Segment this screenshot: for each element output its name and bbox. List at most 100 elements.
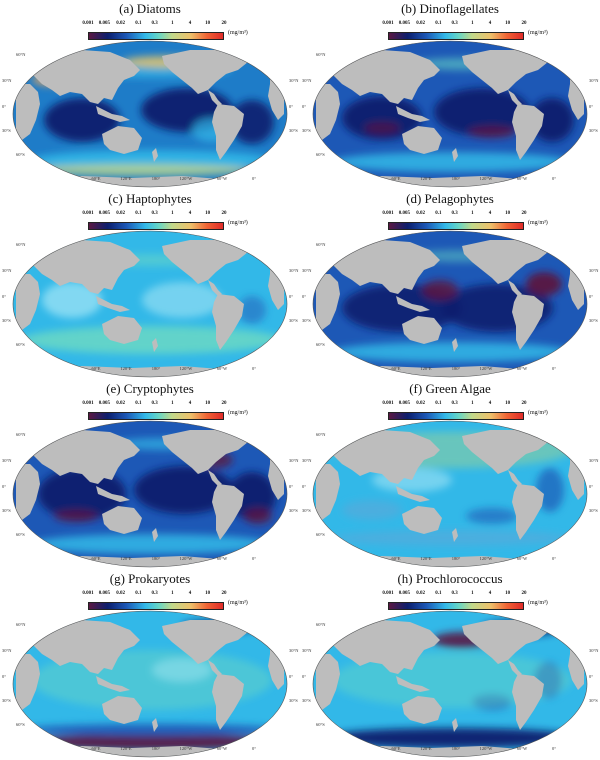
colorbar [88, 222, 224, 230]
latitude-label: 0° [289, 484, 294, 489]
concentration-region [244, 508, 272, 524]
latitude-label: 0° [289, 294, 294, 299]
latitude-label: 0° [302, 674, 307, 679]
landmass [152, 338, 158, 352]
concentration-region [530, 98, 574, 142]
longitude-label: 60°W [216, 366, 228, 371]
latitude-label: 30°N [589, 78, 599, 83]
colorbar-tick-label: 0.005 [98, 211, 110, 216]
colorbar-tick-label: 20 [221, 211, 227, 216]
landmass [452, 338, 458, 352]
world-map [312, 40, 588, 188]
panel-title: (g) Prokaryotes [109, 571, 191, 586]
colorbar-tick-label: 1 [471, 591, 474, 596]
panel-title: (c) Haptophytes [108, 191, 192, 206]
longitude-label: 0° [551, 746, 557, 751]
landmass [336, 366, 564, 377]
concentration-region [22, 734, 282, 750]
colorbar-tick-label: 4 [488, 591, 492, 596]
concentration-region [22, 326, 282, 354]
landmass [162, 430, 248, 474]
landmass [330, 50, 440, 104]
concentration-region [364, 122, 400, 134]
landmass [336, 176, 564, 187]
concentration-region [152, 658, 212, 682]
colorbar-tick-label: 0.1 [435, 591, 442, 596]
landmass [336, 746, 564, 757]
landmass [512, 104, 544, 160]
longitude-label: 120°E [120, 366, 132, 371]
latitude-label: 60°N [316, 432, 326, 437]
colorbar-tick-label: 4 [188, 401, 192, 406]
longitude-label: 60°E [91, 176, 101, 181]
latitude-label: 30°S [2, 128, 11, 133]
map-panel: (f) Green Algae 0.001 0.005 0.02 0.1 0.3 1 4 10 2… [300, 380, 600, 570]
colorbar-tick-label: 0.001 [382, 211, 394, 216]
latitude-label: 60°N [316, 52, 326, 57]
colorbar-tick-label: 0.3 [151, 591, 158, 596]
concentration-region [134, 466, 234, 514]
latitude-label: 30°N [289, 268, 299, 273]
latitude-label: 30°S [289, 698, 298, 703]
latitude-label: 30°S [289, 318, 298, 323]
landmass [96, 676, 130, 692]
landmass [452, 528, 458, 542]
colorbar-tick-label: 4 [188, 211, 192, 216]
latitude-label: 30°N [302, 458, 312, 463]
colorbar-tick-label: 20 [221, 591, 227, 596]
landmass [508, 660, 522, 676]
latitude-label: 30°N [589, 648, 599, 653]
colorbar-tick-label: 0.001 [82, 21, 94, 26]
landmass [462, 50, 548, 94]
landmass [462, 430, 548, 474]
landmass [36, 366, 264, 377]
colorbar-tick-label: 0.1 [435, 211, 442, 216]
colorbar-tick-label: 0.3 [451, 591, 458, 596]
world-map [12, 230, 288, 378]
latitude-label: 0° [2, 484, 7, 489]
landmass [396, 676, 430, 692]
latitude-label: 60°S [316, 152, 325, 157]
colorbar-ticks: 0.001 0.005 0.02 0.1 0.3 1 4 10 20 [378, 211, 534, 221]
landmass [396, 486, 430, 502]
concentration-region [230, 100, 274, 144]
longitude-label: 60°W [516, 176, 528, 181]
longitude-label: 180° [451, 366, 461, 371]
colorbar-tick-label: 10 [505, 591, 511, 596]
colorbar-tick-label: 0.001 [82, 591, 94, 596]
longitude-label: 60°E [391, 556, 401, 561]
landmass [152, 718, 158, 732]
colorbar-tick-label: 0.02 [416, 401, 425, 406]
landmass [316, 654, 340, 710]
panel-title: (h) Prochlorococcus [397, 571, 503, 586]
colorbar-ticks: 0.001 0.005 0.02 0.1 0.3 1 4 10 20 [378, 591, 534, 601]
latitude-label: 0° [302, 484, 307, 489]
colorbar-tick-label: 1 [471, 401, 474, 406]
colorbar-tick-label: 0.3 [151, 211, 158, 216]
landmass [512, 484, 544, 540]
longitude-label: 120°W [179, 176, 193, 181]
latitude-label: 30°N [2, 648, 12, 653]
latitude-label: 30°S [302, 318, 311, 323]
landmass [102, 126, 142, 154]
latitude-label: 30°S [289, 128, 298, 133]
landmass [252, 430, 270, 446]
latitude-label: 60°S [16, 152, 25, 157]
landmass [30, 50, 140, 104]
colorbar-tick-label: 1 [171, 211, 174, 216]
colorbar-tick-label: 20 [521, 401, 527, 406]
concentration-region [342, 500, 402, 520]
latitude-label: 30°S [289, 508, 298, 513]
world-map [312, 610, 588, 758]
landmass [16, 274, 40, 330]
latitude-label: 30°S [2, 508, 11, 513]
concentration-region [332, 342, 572, 362]
landmass [316, 274, 340, 330]
colorbar-unit: (mg/m³) [528, 220, 548, 226]
landmass [96, 486, 130, 502]
colorbar-tick-label: 0.005 [398, 401, 410, 406]
colorbar-tick-label: 10 [505, 401, 511, 406]
latitude-label: 0° [589, 484, 594, 489]
colorbar-unit: (mg/m³) [528, 30, 548, 36]
colorbar-unit: (mg/m³) [228, 220, 248, 226]
